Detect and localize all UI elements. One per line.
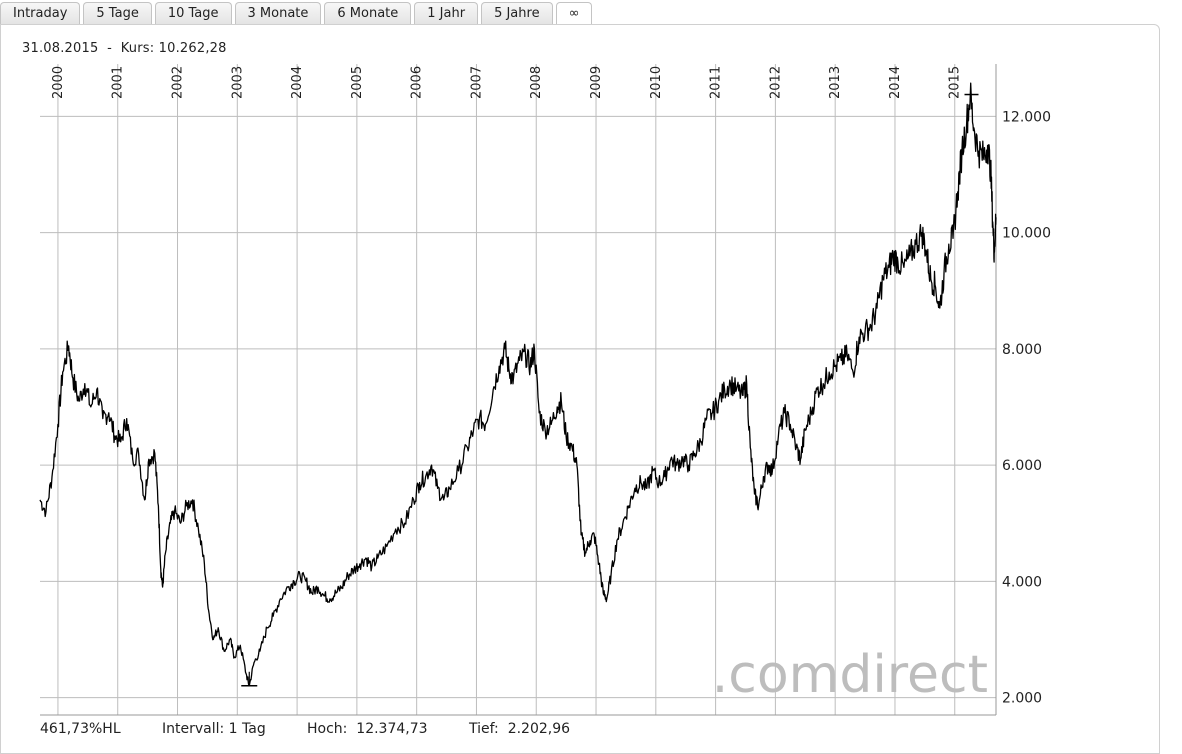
tab-6[interactable]: 5 Jahre bbox=[481, 2, 553, 24]
tab-7[interactable]: ∞ bbox=[555, 2, 593, 24]
y-tick-label: 8.000 bbox=[1002, 342, 1042, 358]
header-separator: - bbox=[107, 41, 113, 56]
y-tick-label: 12.000 bbox=[1002, 109, 1051, 125]
year-label: 2007 bbox=[469, 66, 484, 99]
tab-4[interactable]: 6 Monate bbox=[324, 2, 412, 24]
quote-date: 31.08.2015 bbox=[22, 41, 99, 56]
year-label: 2008 bbox=[529, 66, 544, 99]
tab-1[interactable]: 5 Tage bbox=[83, 2, 152, 24]
low-label: Tief: bbox=[469, 721, 499, 737]
y-tick-label: 2.000 bbox=[1002, 691, 1042, 707]
tab-5[interactable]: 1 Jahr bbox=[414, 2, 479, 24]
year-label: 2000 bbox=[51, 66, 66, 99]
high-label: Hoch: bbox=[307, 721, 348, 737]
year-label: 2002 bbox=[171, 66, 186, 99]
y-tick-label: 4.000 bbox=[1002, 574, 1042, 590]
year-label: 2012 bbox=[768, 66, 783, 99]
year-label: 2006 bbox=[410, 66, 425, 99]
tab-2[interactable]: 10 Tage bbox=[154, 2, 232, 24]
year-label: 2004 bbox=[290, 66, 305, 99]
year-label: 2003 bbox=[230, 66, 245, 99]
year-label: 2014 bbox=[888, 66, 903, 99]
high-info: Hoch: 12.374,73 bbox=[307, 721, 428, 737]
tab-3[interactable]: 3 Monate bbox=[234, 2, 322, 24]
kurs-value: 10.262,28 bbox=[158, 41, 227, 56]
price-line bbox=[39, 82, 997, 687]
low-value: 2.202,96 bbox=[507, 721, 571, 737]
year-label: 2011 bbox=[709, 66, 724, 99]
kurs-label: Kurs: bbox=[120, 41, 155, 56]
year-label: 2010 bbox=[649, 66, 664, 99]
chart-panel bbox=[0, 24, 1160, 754]
year-label: 2015 bbox=[948, 66, 963, 99]
tab-0[interactable]: Intraday bbox=[0, 2, 81, 24]
watermark-logo: .comdirect bbox=[712, 645, 988, 705]
year-label: 2005 bbox=[350, 66, 365, 99]
year-label: 2013 bbox=[828, 66, 843, 99]
quote-header: 31.08.2015 - Kurs: 10.262,28 bbox=[22, 41, 227, 56]
year-label: 2001 bbox=[111, 66, 126, 99]
low-info: Tief: 2.202,96 bbox=[469, 721, 570, 737]
high-value: 12.374,73 bbox=[356, 721, 428, 737]
y-tick-label: 6.000 bbox=[1002, 458, 1042, 474]
timeframe-tabs: Intraday 5 Tage 10 Tage 3 Monate 6 Monate 1 J… bbox=[0, 2, 595, 26]
interval-label: Intervall: 1 Tag bbox=[162, 721, 266, 737]
y-tick-label: 10.000 bbox=[1002, 226, 1051, 242]
performance-hl: 461,73%HL bbox=[40, 721, 121, 737]
year-label: 2009 bbox=[589, 66, 604, 99]
